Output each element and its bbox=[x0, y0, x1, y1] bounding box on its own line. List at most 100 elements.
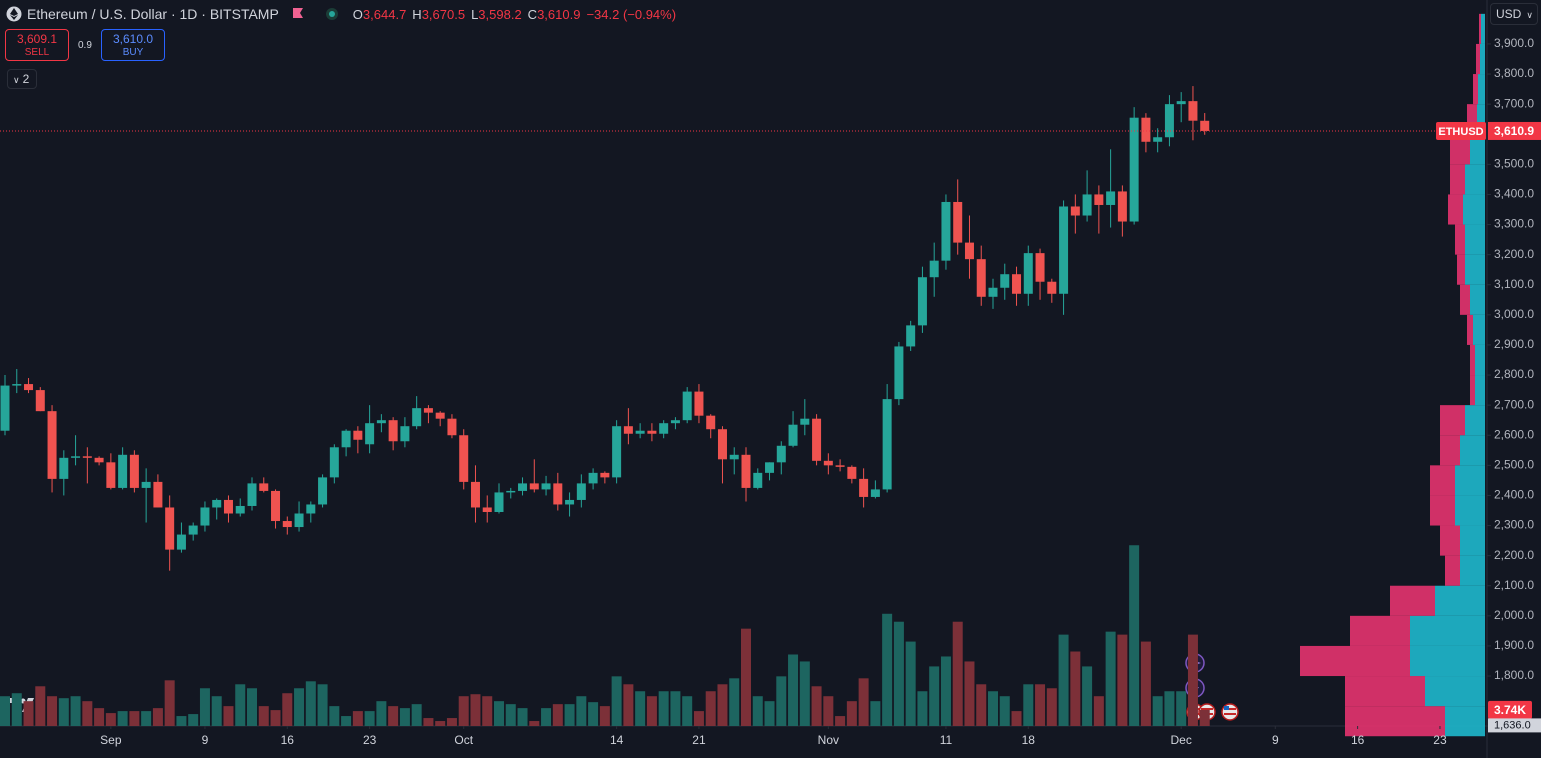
volume-bar bbox=[788, 654, 799, 726]
candle-body bbox=[400, 426, 410, 442]
candle-body bbox=[200, 507, 210, 526]
volume-bar bbox=[1082, 666, 1093, 726]
profile-sell bbox=[1460, 284, 1470, 315]
profile-buy bbox=[1465, 224, 1485, 255]
volume-bar bbox=[446, 718, 457, 726]
candle-body bbox=[717, 429, 727, 460]
y-tick-label: 3,000.0 bbox=[1494, 307, 1534, 321]
candle-body bbox=[141, 481, 151, 488]
close-value: 3,610.9 bbox=[537, 6, 581, 22]
candle-body bbox=[1023, 253, 1033, 294]
profile-sell bbox=[1345, 706, 1445, 737]
volume-bar bbox=[1129, 545, 1140, 726]
candle-body bbox=[635, 430, 645, 434]
candle-body bbox=[859, 478, 869, 497]
candle-body bbox=[541, 483, 551, 490]
profile-sell bbox=[1467, 104, 1477, 135]
volume-bar bbox=[94, 708, 105, 726]
indicators-count: 2 bbox=[22, 72, 30, 86]
candle-body bbox=[1164, 104, 1174, 138]
volume-bar bbox=[305, 681, 316, 726]
candle-body bbox=[106, 462, 116, 488]
last-price-label: 3,610.9 bbox=[1494, 124, 1534, 138]
candle-body bbox=[235, 505, 245, 514]
candle-body bbox=[1200, 120, 1210, 131]
symbol-title[interactable]: Ethereum / U.S. Dollar · 1D · BITSTAMP bbox=[27, 6, 279, 22]
profile-buy bbox=[1465, 164, 1485, 195]
candle-body bbox=[435, 412, 445, 419]
volume-bar bbox=[388, 706, 399, 726]
candle-body bbox=[376, 420, 386, 424]
candle-body bbox=[576, 483, 586, 500]
candle-body bbox=[565, 499, 575, 505]
volume-bar bbox=[458, 696, 469, 726]
candle-body bbox=[682, 391, 692, 421]
volume-bar bbox=[294, 688, 305, 726]
candle-body bbox=[71, 456, 81, 458]
profile-sell bbox=[1450, 134, 1470, 165]
candle-body bbox=[894, 346, 904, 400]
candle-body bbox=[729, 454, 739, 460]
market-status[interactable] bbox=[325, 7, 339, 21]
candle-body bbox=[1012, 274, 1022, 294]
candle-body bbox=[788, 424, 798, 446]
indicators-toggle[interactable]: ∨ 2 bbox=[7, 69, 37, 89]
profile-buy bbox=[1481, 13, 1485, 44]
y-tick-label: 3,900.0 bbox=[1494, 36, 1534, 50]
bottom-marker-label: 1,636.0 bbox=[1494, 719, 1531, 731]
volume-bar bbox=[235, 684, 246, 726]
volume-bar bbox=[1046, 688, 1057, 726]
flag-icon[interactable] bbox=[291, 7, 305, 21]
candle-body bbox=[341, 430, 351, 448]
candle-body bbox=[600, 472, 610, 478]
buy-button[interactable]: 3,610.0 BUY bbox=[101, 29, 165, 61]
volume-bar bbox=[564, 704, 575, 726]
y-tick-label: 2,400.0 bbox=[1494, 488, 1534, 502]
candle-body bbox=[412, 408, 422, 427]
y-tick-label: 2,600.0 bbox=[1494, 427, 1534, 441]
candle-body bbox=[870, 489, 880, 497]
volume-bar bbox=[952, 621, 963, 726]
volume-bar bbox=[552, 704, 563, 726]
volume-bar bbox=[164, 680, 175, 726]
profile-buy bbox=[1410, 615, 1485, 646]
volume-bar bbox=[870, 701, 881, 726]
volume-bar bbox=[1023, 684, 1034, 726]
candle-body bbox=[35, 390, 45, 412]
x-tick-label: 9 bbox=[202, 733, 209, 747]
volume-bar bbox=[999, 696, 1010, 726]
candle-body bbox=[953, 201, 963, 243]
volume-bar bbox=[529, 721, 540, 726]
profile-buy bbox=[1455, 495, 1485, 526]
candle-body bbox=[518, 483, 528, 491]
candle-body bbox=[1129, 117, 1139, 222]
candle-body bbox=[176, 534, 186, 550]
volume-bar bbox=[846, 701, 857, 726]
candle-body bbox=[388, 420, 398, 442]
profile-sell bbox=[1440, 435, 1460, 466]
volume-badge bbox=[1488, 700, 1532, 719]
profile-sell bbox=[1440, 525, 1460, 556]
candle-body bbox=[294, 513, 304, 528]
volume-bar bbox=[976, 684, 987, 726]
currency-select[interactable]: USD ∨ bbox=[1490, 3, 1538, 25]
volume-bar bbox=[364, 711, 375, 726]
candle-body bbox=[259, 483, 269, 491]
volume-bar bbox=[517, 708, 528, 726]
candle-body bbox=[964, 242, 974, 260]
last-price-badge bbox=[1488, 121, 1541, 140]
y-tick-label: 2,000.0 bbox=[1494, 608, 1534, 622]
volume-bar bbox=[247, 688, 257, 726]
candle-body bbox=[1047, 281, 1057, 294]
volume-bar bbox=[329, 706, 340, 726]
candle-body bbox=[12, 384, 22, 386]
candle-body bbox=[24, 384, 34, 391]
candle-body bbox=[765, 462, 775, 473]
sell-button[interactable]: 3,609.1 SELL bbox=[5, 29, 69, 61]
candle-body bbox=[318, 477, 328, 505]
candle-body bbox=[1153, 137, 1163, 142]
volume-bar bbox=[858, 678, 869, 726]
candle-body bbox=[353, 430, 363, 440]
profile-sell bbox=[1476, 43, 1480, 75]
volume-bar bbox=[152, 708, 163, 726]
